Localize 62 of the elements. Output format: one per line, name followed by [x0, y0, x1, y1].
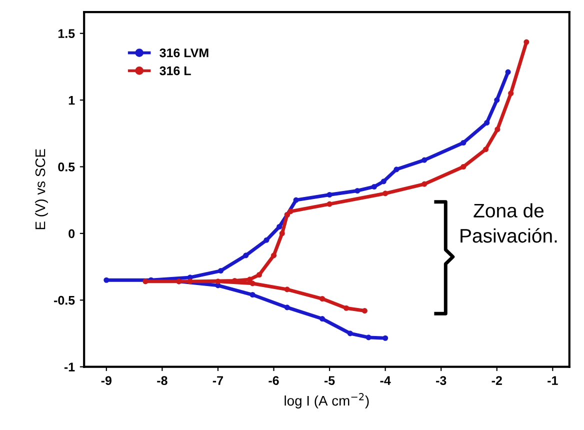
point	[394, 166, 400, 172]
y-tick-label: 1.5	[58, 29, 75, 38]
y-tick-label: -0.5	[54, 296, 75, 305]
y-tick-label: 0.5	[58, 162, 75, 172]
x-tick-label: -7	[212, 376, 223, 385]
point	[284, 286, 290, 292]
point	[524, 39, 530, 45]
point	[494, 126, 500, 132]
point	[326, 201, 332, 207]
point	[494, 97, 500, 103]
point	[380, 178, 386, 184]
point	[422, 157, 428, 163]
point	[270, 252, 277, 258]
point	[187, 278, 193, 284]
point	[243, 252, 249, 258]
point	[347, 330, 353, 336]
x-tick-label: -4	[380, 376, 391, 385]
point	[215, 278, 221, 284]
point	[422, 181, 428, 187]
y-axis-title: E (V) vs SCE	[35, 149, 48, 230]
point	[371, 184, 377, 190]
point	[104, 277, 110, 283]
x-tick-label: -1	[548, 376, 558, 385]
point	[382, 190, 388, 196]
legend-label: 316 L	[160, 66, 191, 76]
x-tick-label: -5	[324, 376, 335, 385]
x-tick-label: -2	[492, 376, 502, 385]
y-tick-label: -1	[64, 362, 75, 372]
x-tick-label: -6	[268, 376, 279, 385]
point	[362, 308, 368, 314]
x-tick-label: -8	[157, 376, 168, 385]
point	[320, 296, 326, 302]
point	[460, 164, 466, 170]
point	[142, 278, 148, 284]
point	[250, 292, 256, 298]
point	[293, 197, 299, 203]
point	[276, 224, 282, 230]
x-tick-label: -3	[436, 376, 446, 386]
point	[366, 334, 372, 340]
point	[484, 120, 490, 126]
point	[320, 316, 326, 322]
annotation: Zona de Pasivación.	[460, 203, 557, 243]
point	[326, 192, 332, 198]
y-tick-label: 0	[68, 229, 75, 238]
point	[250, 280, 256, 286]
point	[288, 208, 294, 214]
point	[284, 304, 290, 310]
point	[382, 335, 388, 341]
x-axis-title: log I (A cm$^{−2}$)	[284, 393, 369, 408]
point	[354, 188, 360, 194]
point	[343, 305, 350, 311]
y-tick-label: 1	[68, 96, 75, 105]
point	[508, 90, 514, 96]
legend-label: 316 LVM	[160, 48, 208, 58]
point	[218, 268, 224, 274]
point	[264, 237, 270, 243]
point	[505, 69, 511, 75]
point	[482, 146, 489, 152]
point	[279, 230, 285, 236]
point	[460, 140, 466, 146]
x-tick-label: -9	[101, 376, 112, 385]
point	[256, 272, 262, 278]
